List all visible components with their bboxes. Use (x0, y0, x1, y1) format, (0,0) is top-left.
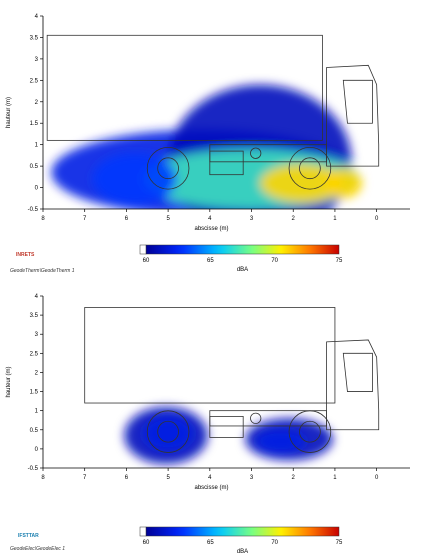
x-tick-label: 7 (83, 216, 87, 222)
cab-outline (326, 64, 380, 167)
colorbar (145, 244, 340, 255)
y-tick-label: 1.5 (30, 121, 39, 127)
y-tick-label: 1 (35, 409, 39, 415)
y-tick-label: 1 (35, 143, 39, 149)
x-tick-label: 1 (333, 475, 337, 481)
wheel-outline (288, 147, 332, 190)
inrets-logo: INRETS (16, 252, 35, 258)
wheel-hub-outline (157, 420, 179, 443)
x-tick-label: 8 (41, 475, 45, 481)
colorbar-tick-label: 70 (271, 540, 278, 546)
colorbar-tick-label: 75 (336, 258, 343, 264)
colorbar-tick-label: 60 (143, 540, 150, 546)
upper-noise-map-panel: 8 7 6 5 4 3 2 1 0 -0.5 0 0.5 1 1.5 2 2.5 3 3.5 4 abscisse (… (6, 14, 410, 274)
y-tick-label: 0.5 (30, 428, 39, 434)
container-outline (46, 34, 323, 141)
colorbar-tick-label: 75 (336, 540, 343, 546)
colorbar (145, 526, 340, 537)
y-tick-label: 2.5 (30, 78, 39, 84)
colorbar-tick-label: 65 (207, 258, 214, 264)
container-outline (84, 307, 336, 404)
heat-blob (324, 168, 363, 199)
colorbar-tick-label: 70 (271, 258, 278, 264)
x-axis-label: abscisse (m) (194, 485, 228, 491)
heat-layer (124, 406, 333, 465)
y-tick-label: 3 (35, 332, 39, 338)
wheel-outline (146, 147, 190, 190)
y-axis-label: hauteur (m) (6, 97, 12, 128)
y-tick-label: 2.5 (30, 351, 39, 357)
y-tick-label: 3.5 (30, 313, 39, 319)
y-tick-label: 3.5 (30, 35, 39, 41)
y-tick-label: 0 (35, 186, 39, 192)
colorbar-tick-label: 65 (207, 540, 214, 546)
wheel-outline (288, 410, 332, 453)
x-tick-label: 0 (375, 216, 379, 222)
cab-window-outline (342, 352, 373, 392)
x-tick-label: 4 (208, 475, 212, 481)
ifsttar-logo: IFSTTAR (18, 533, 39, 539)
truck-outline (84, 307, 380, 453)
y-tick-label: 4 (35, 14, 39, 20)
colorbar-below-swatch (139, 526, 147, 537)
wheel-hub-outline (299, 157, 321, 180)
colorbar-label: dBA (237, 549, 248, 553)
x-tick-label: 7 (83, 475, 87, 481)
small-circle-outline (250, 412, 262, 424)
y-tick-label: -0.5 (28, 207, 39, 213)
y-tick-label: 2 (35, 370, 39, 376)
x-tick-label: 6 (125, 216, 129, 222)
y-tick-label: 3 (35, 57, 39, 63)
y-tick-label: 4 (35, 294, 39, 300)
x-tick-label: 5 (166, 475, 170, 481)
wheel-hub-outline (157, 157, 179, 180)
x-tick-label: 1 (333, 216, 337, 222)
x-tick-label: 8 (41, 216, 45, 222)
x-tick-label: 2 (292, 216, 296, 222)
x-tick-label: 6 (125, 475, 129, 481)
y-axis-label: hauteur (m) (6, 366, 12, 397)
small-circle-outline (250, 147, 262, 159)
x-tick-label: 5 (166, 216, 170, 222)
cab-outline (326, 339, 380, 431)
x-tick-label: 4 (208, 216, 212, 222)
x-tick-label: 2 (292, 475, 296, 481)
colorbar-label: dBA (237, 267, 248, 273)
x-tick-label: 3 (250, 216, 254, 222)
colorbar-tick-label: 60 (143, 258, 150, 264)
heat-blob (143, 416, 194, 451)
x-tick-label: 3 (250, 475, 254, 481)
y-tick-label: 0 (35, 447, 39, 453)
cab-window-outline (342, 79, 373, 124)
lower-caption: GeodeElec\GeodeElec 1 (10, 546, 66, 552)
wheel-outline (146, 410, 190, 453)
heat-blob (255, 429, 306, 453)
lower-noise-map-panel: 8 7 6 5 4 3 2 1 0 -0.5 0 0.5 1 1.5 2 2.5 3 3.5 4 abscisse (… (0, 282, 425, 555)
heat-blob (259, 163, 344, 203)
upper-caption: GeodeTherm\GeodeTherm 1 (10, 268, 75, 274)
tank-outline (209, 150, 244, 176)
heat-blob (93, 153, 177, 205)
truck-outline (46, 34, 380, 190)
y-tick-label: -0.5 (28, 466, 39, 472)
tank-outline (209, 415, 244, 438)
x-axis-label: abscisse (m) (194, 226, 228, 232)
y-tick-label: 1.5 (30, 390, 39, 396)
y-tick-label: 2 (35, 100, 39, 106)
wheel-hub-outline (299, 420, 321, 443)
y-tick-label: 0.5 (30, 164, 39, 170)
x-tick-label: 0 (375, 475, 379, 481)
colorbar-below-swatch (139, 244, 147, 255)
